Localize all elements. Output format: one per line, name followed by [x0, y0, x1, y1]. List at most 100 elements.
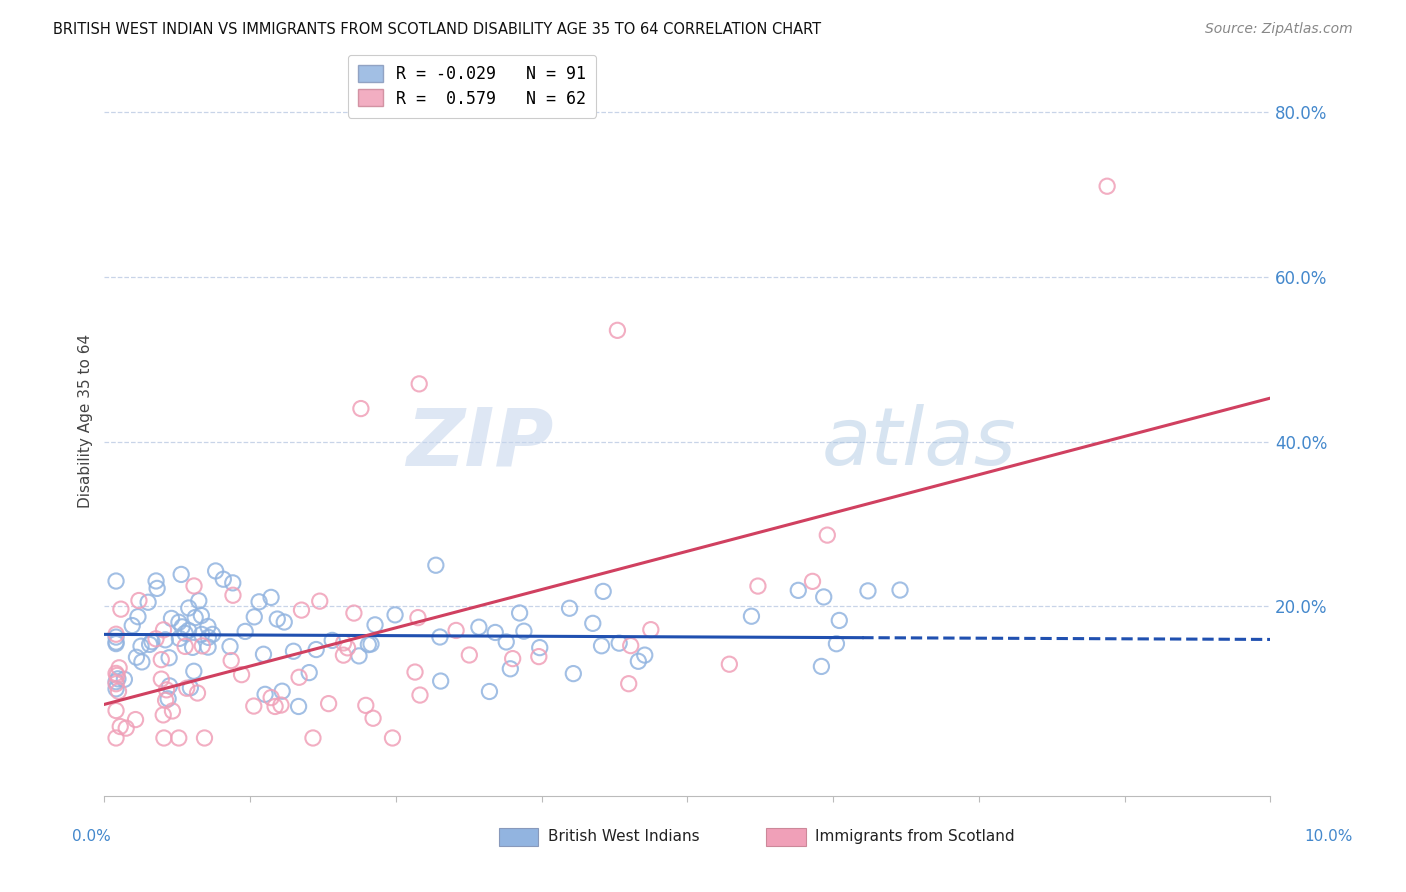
Point: [136, 595, 159, 609]
Point: [181, 640, 204, 655]
Point: [107, 684, 129, 698]
Point: [121, 618, 143, 632]
Point: [357, 638, 380, 652]
Point: [172, 620, 194, 634]
Text: 10.0%: 10.0%: [1305, 830, 1353, 844]
Point: [718, 657, 741, 672]
Point: [152, 623, 174, 637]
Point: [160, 611, 183, 625]
Point: [179, 681, 201, 695]
Point: [266, 612, 288, 626]
Point: [347, 648, 370, 663]
Point: [131, 655, 153, 669]
Point: [529, 640, 551, 655]
Point: [620, 639, 643, 653]
Point: [177, 624, 200, 638]
Point: [592, 584, 614, 599]
Point: [105, 681, 128, 696]
Point: [197, 640, 219, 654]
Text: Source: ZipAtlas.com: Source: ZipAtlas.com: [1205, 22, 1353, 37]
Point: [193, 731, 215, 745]
Point: [889, 582, 911, 597]
Point: [190, 608, 212, 623]
Point: [197, 619, 219, 633]
Point: [231, 667, 253, 681]
Point: [243, 610, 266, 624]
Point: [177, 601, 200, 615]
Point: [127, 609, 149, 624]
Point: [145, 574, 167, 588]
Point: [162, 704, 184, 718]
Point: [305, 642, 328, 657]
Point: [115, 721, 138, 735]
Text: ZIP: ZIP: [406, 404, 554, 483]
Point: [186, 686, 208, 700]
Point: [105, 677, 128, 691]
Point: [640, 623, 662, 637]
Point: [184, 610, 207, 624]
Point: [509, 606, 531, 620]
Point: [290, 603, 312, 617]
Point: [409, 688, 432, 702]
Point: [174, 626, 197, 640]
Point: [145, 632, 167, 646]
Point: [247, 595, 270, 609]
Text: BRITISH WEST INDIAN VS IMMIGRANTS FROM SCOTLAND DISABILITY AGE 35 TO 64 CORRELAT: BRITISH WEST INDIAN VS IMMIGRANTS FROM S…: [53, 22, 821, 37]
Point: [298, 665, 321, 680]
Point: [444, 624, 467, 638]
Point: [354, 698, 377, 713]
Point: [105, 637, 128, 651]
Point: [155, 693, 177, 707]
Point: [634, 648, 657, 662]
Point: [183, 579, 205, 593]
Point: [105, 674, 128, 689]
Point: [105, 630, 128, 644]
Point: [155, 682, 177, 697]
Point: [167, 731, 190, 745]
Point: [197, 631, 219, 645]
Point: [813, 590, 835, 604]
Point: [406, 610, 429, 624]
Point: [176, 681, 198, 696]
Point: [167, 615, 190, 630]
Point: [174, 640, 197, 654]
Point: [146, 582, 169, 596]
Point: [264, 699, 287, 714]
Point: [170, 567, 193, 582]
Point: [252, 647, 274, 661]
Point: [270, 698, 292, 712]
Point: [219, 640, 242, 654]
Point: [810, 659, 832, 673]
Point: [381, 731, 404, 745]
Point: [191, 639, 214, 653]
Point: [110, 720, 132, 734]
Point: [124, 713, 146, 727]
Point: [105, 627, 128, 641]
Point: [747, 579, 769, 593]
Legend: R = -0.029   N = 91, R =  0.579   N = 62: R = -0.029 N = 91, R = 0.579 N = 62: [347, 54, 596, 118]
Point: [273, 615, 295, 629]
Point: [513, 624, 536, 639]
Point: [856, 583, 879, 598]
Point: [150, 653, 173, 667]
Point: [159, 679, 181, 693]
Point: [107, 672, 129, 686]
Point: [350, 401, 373, 416]
Point: [562, 666, 585, 681]
Point: [105, 704, 128, 718]
Point: [150, 672, 173, 686]
Point: [141, 634, 163, 648]
Point: [308, 594, 330, 608]
Point: [364, 618, 387, 632]
Point: [740, 609, 762, 624]
Point: [157, 650, 180, 665]
Point: [801, 574, 824, 589]
Point: [260, 591, 283, 605]
Point: [425, 558, 447, 573]
Point: [478, 684, 501, 698]
Point: [201, 627, 224, 641]
Point: [155, 632, 177, 647]
Point: [815, 528, 838, 542]
Point: [468, 620, 491, 634]
Point: [429, 674, 451, 689]
